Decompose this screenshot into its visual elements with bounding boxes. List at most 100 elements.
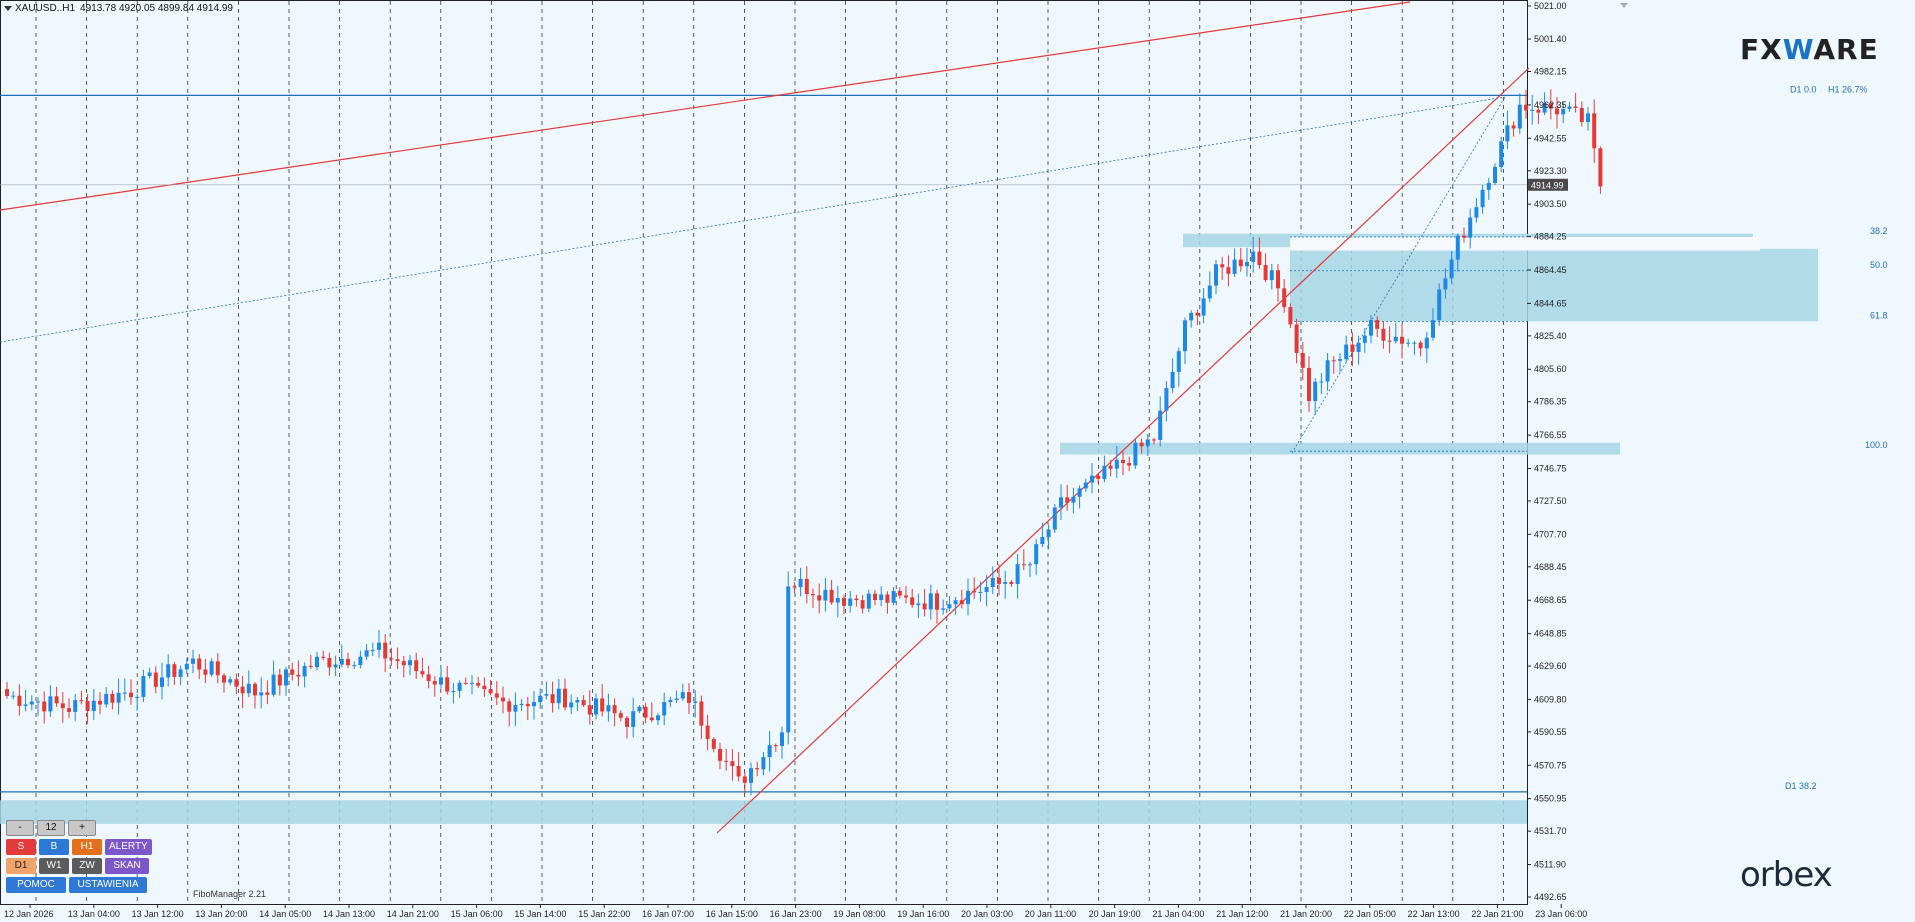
candle-body: [271, 674, 276, 695]
skan-button[interactable]: SKAN: [105, 858, 149, 874]
candle-body: [91, 700, 96, 712]
y-tick-label: 4786.35: [1534, 397, 1567, 407]
candle-body: [1009, 581, 1014, 585]
y-tick-label: 4825.40: [1534, 331, 1567, 341]
candle-body: [1065, 497, 1070, 503]
candle-body: [1437, 289, 1442, 321]
candle-body: [432, 680, 437, 685]
candle-body: [160, 677, 164, 687]
h1-button[interactable]: H1: [72, 839, 102, 855]
candle-body: [693, 701, 698, 703]
candle-body: [383, 642, 388, 659]
candle-body: [569, 702, 574, 708]
w1-button[interactable]: W1: [39, 858, 69, 874]
candle-body: [680, 692, 685, 699]
candle-body: [1145, 439, 1150, 447]
candle-body: [1251, 251, 1256, 262]
candle-body: [532, 702, 536, 707]
fib-zone-main: [1290, 248, 1818, 322]
candle-body: [98, 700, 102, 705]
plus-button[interactable]: +: [68, 820, 96, 836]
candle-body: [333, 664, 338, 668]
level-label: D1 0.0: [1790, 84, 1817, 94]
scroll-marker-icon[interactable]: [1620, 3, 1628, 8]
candle-body: [1536, 109, 1541, 113]
y-tick-label: 4942.55: [1534, 133, 1567, 143]
candle-body: [1350, 344, 1355, 352]
x-tick-label: 15 Jan 14:00: [514, 909, 566, 919]
fxware-logo-part: ARE: [1813, 33, 1879, 66]
candle-body: [947, 604, 952, 609]
candle-body: [240, 686, 245, 694]
candle-body: [346, 658, 350, 666]
candle-body: [1499, 141, 1504, 168]
chevron-down-icon[interactable]: [4, 5, 12, 11]
candle-body: [1313, 381, 1318, 401]
candle-body: [1480, 189, 1485, 208]
candle-body: [476, 682, 481, 686]
candle-body: [265, 692, 270, 695]
x-tick-label: 22 Jan 21:00: [1471, 909, 1523, 919]
candle-body: [1133, 442, 1138, 466]
candle-body: [1040, 536, 1045, 545]
minus-button[interactable]: -: [6, 820, 34, 836]
x-tick-label: 16 Jan 07:00: [642, 909, 694, 919]
candle-body: [178, 669, 183, 677]
candle-body: [891, 591, 896, 603]
candle-body: [1517, 104, 1522, 129]
zw-button[interactable]: ZW: [72, 858, 102, 874]
candle-body: [538, 695, 543, 703]
candle-body: [1059, 497, 1063, 508]
candle-body: [1381, 328, 1386, 341]
candle-body: [1524, 104, 1528, 111]
x-tick-label: 20 Jan 03:00: [961, 909, 1013, 919]
alerty-button[interactable]: ALERTY: [105, 839, 152, 855]
candle-body: [1530, 109, 1535, 111]
candle-body: [513, 705, 518, 712]
candle-body: [1387, 340, 1392, 342]
x-tick-label: 12 Jan 2026: [4, 909, 54, 919]
candle-body: [780, 732, 784, 746]
sell-button[interactable]: S: [6, 839, 36, 855]
candle-body: [246, 683, 251, 694]
candle-body: [1096, 475, 1101, 479]
x-tick-label: 14 Jan 21:00: [387, 909, 439, 919]
candle-body: [879, 594, 884, 601]
candle-body: [563, 688, 567, 708]
fib-label: 100.0: [1865, 440, 1888, 450]
candle-body: [662, 701, 667, 716]
candle-body: [1139, 442, 1144, 447]
candle-body: [364, 650, 369, 657]
d1-button[interactable]: D1: [6, 858, 36, 874]
buy-button[interactable]: B: [39, 839, 69, 855]
candle-body: [792, 586, 797, 588]
candle-body: [854, 598, 859, 601]
ustawienia-button[interactable]: USTAWIENIA: [69, 877, 147, 893]
y-tick-label: 4923.30: [1534, 166, 1567, 176]
candle-body: [749, 768, 753, 783]
candle-body: [377, 642, 381, 650]
candle-body: [414, 660, 419, 672]
candle-body: [1356, 342, 1361, 352]
candle-body: [85, 700, 90, 712]
candle-body: [544, 694, 549, 696]
candle-body: [1468, 217, 1473, 238]
candle-body: [147, 672, 152, 677]
candle-body: [23, 704, 28, 706]
pomoc-button[interactable]: POMOC: [6, 877, 66, 893]
candle-body: [953, 600, 958, 605]
y-tick-label: 4727.50: [1534, 496, 1567, 506]
x-tick-label: 16 Jan 15:00: [706, 909, 758, 919]
candle-body: [773, 745, 778, 747]
candle-body: [928, 593, 933, 610]
count-field[interactable]: 12: [37, 820, 65, 836]
candle-body: [916, 603, 921, 606]
candle-body: [941, 608, 946, 610]
candle-body: [1511, 125, 1516, 129]
candle-body: [1226, 267, 1231, 274]
candle-body: [358, 656, 363, 666]
x-tick-label: 14 Jan 05:00: [259, 909, 311, 919]
y-tick-label: 4844.65: [1534, 298, 1567, 308]
candle-body: [389, 658, 394, 660]
